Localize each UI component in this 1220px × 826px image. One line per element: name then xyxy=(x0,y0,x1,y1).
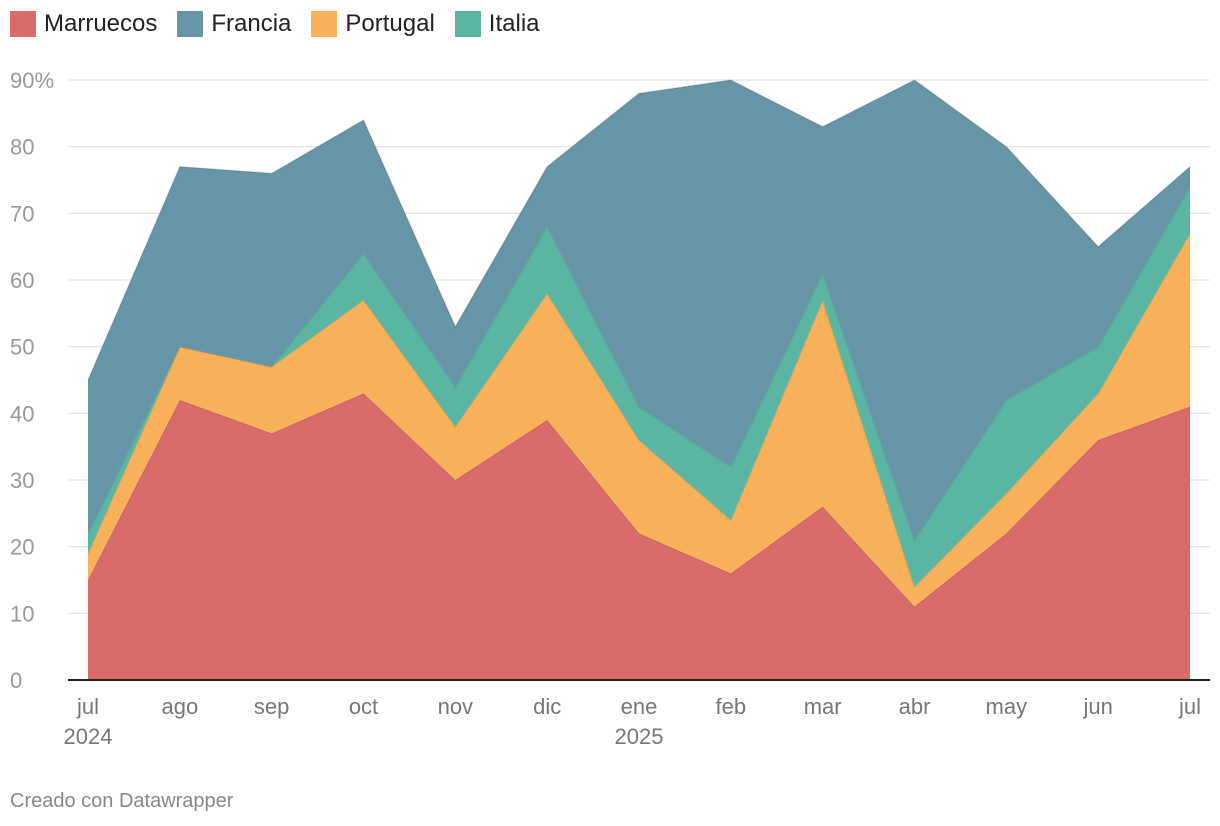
x-tick-label-1: ago xyxy=(161,694,198,719)
x-tick-label-7: feb xyxy=(716,694,747,719)
area-italia xyxy=(88,186,1190,587)
y-tick-label-60: 60 xyxy=(10,268,34,293)
legend-swatch-portugal xyxy=(311,11,338,37)
y-tick-label-70: 70 xyxy=(10,201,34,226)
x-tick-label-10: may xyxy=(986,694,1028,719)
x-tick-label-11: jun xyxy=(1082,694,1112,719)
area-edge-francia xyxy=(87,79,1191,381)
x-tick-label-3: oct xyxy=(349,694,378,719)
x-tick-label-5: dic xyxy=(533,694,561,719)
area-series xyxy=(87,79,1191,680)
legend-label-portugal: Portugal xyxy=(345,10,435,37)
area-francia xyxy=(88,80,1190,540)
x-year-label-2024: 2024 xyxy=(64,724,113,749)
x-tick-label-4: nov xyxy=(438,694,473,719)
legend-item-italia: Italia xyxy=(454,10,540,38)
y-tick-label-40: 40 xyxy=(10,401,34,426)
area-marruecos xyxy=(88,393,1190,680)
y-tick-label-50: 50 xyxy=(10,335,34,360)
legend-swatch-marruecos xyxy=(10,11,36,37)
stacked-area-chart: 0 10 20 30 40 50 60 70 80 90% jul 2024 ago sep oct nov… xyxy=(10,68,1210,749)
x-tick-label-6: ene xyxy=(621,694,658,719)
y-tick-label-0: 0 xyxy=(10,668,22,693)
x-tick-label-12: jul xyxy=(1178,694,1201,719)
y-axis-ticks: 0 10 20 30 40 50 60 70 80 90% xyxy=(10,68,54,693)
y-tick-label-90: 90% xyxy=(10,68,54,93)
y-tick-label-30: 30 xyxy=(10,468,34,493)
legend-label-francia: Francia xyxy=(211,10,292,37)
x-tick-label-9: abr xyxy=(899,694,931,719)
x-tick-label-2: sep xyxy=(254,694,289,719)
area-portugal xyxy=(88,233,1190,607)
y-tick-label-80: 80 xyxy=(10,135,34,160)
x-tick-label-0: jul xyxy=(76,694,99,719)
x-axis-ticks: jul 2024 ago sep oct nov dic ene 2025 feb mar abr ma… xyxy=(64,694,1201,749)
legend-swatch-francia xyxy=(177,11,204,37)
y-tick-label-20: 20 xyxy=(10,535,34,560)
legend-label-italia: Italia xyxy=(488,10,540,37)
y-tick-label-10: 10 xyxy=(10,601,34,626)
legend-swatch-italia xyxy=(454,11,481,37)
legend-label-marruecos: Marruecos xyxy=(44,10,158,37)
legend: Marruecos Francia Portugal Italia xyxy=(10,10,540,38)
legend-item-marruecos: Marruecos xyxy=(10,10,157,38)
legend-item-francia: Francia xyxy=(177,10,291,38)
x-tick-label-8: mar xyxy=(804,694,842,719)
legend-item-portugal: Portugal xyxy=(311,10,435,38)
x-year-label-2025: 2025 xyxy=(615,724,664,749)
credit-text: Creado con Datawrapper xyxy=(10,790,234,812)
